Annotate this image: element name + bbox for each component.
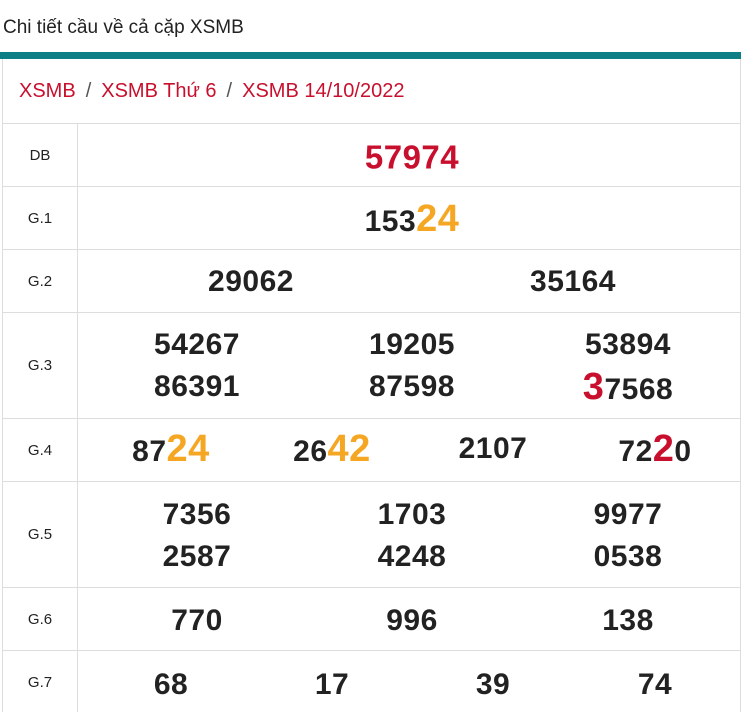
highlighted-digit: 2 [652, 428, 675, 470]
prize-number: 29062 [208, 265, 294, 298]
breadcrumb: XSMB / XSMB Thứ 6 / XSMB 14/10/2022 [3, 59, 740, 124]
prize-label: G.3 [3, 313, 78, 418]
prize-number: 1703 [377, 498, 447, 531]
result-table: XSMB / XSMB Thứ 6 / XSMB 14/10/2022 DB 5… [2, 59, 741, 712]
prize-row-g7: G.7 68 17 39 74 [3, 651, 740, 712]
number-suffix: 7568 [604, 373, 674, 406]
header-accent-bar [0, 52, 741, 59]
prize-number: 39 [475, 668, 511, 701]
prize-row-g4: G.4 8724 2642 2107 7220 [3, 419, 740, 482]
prize-number: 996 [386, 604, 438, 637]
prize-number: 2587 [162, 540, 232, 573]
breadcrumb-link-xsmb[interactable]: XSMB [19, 79, 76, 102]
prize-number: 37568 [583, 368, 673, 406]
prize-number: 68 [153, 668, 189, 701]
prize-number: 54267 [154, 328, 240, 361]
breadcrumb-separator: / [85, 79, 92, 102]
breadcrumb-link-date[interactable]: XSMB 14/10/2022 [242, 79, 405, 102]
prize-number: 74 [637, 668, 673, 701]
prize-row-g6: G.6 770 996 138 [3, 588, 740, 651]
prize-number: 35164 [530, 265, 616, 298]
prize-number: 0538 [593, 540, 663, 573]
prize-row-g1: G.1 15324 [3, 187, 740, 250]
prize-number: 9977 [593, 498, 663, 531]
page-title: Chi tiết cầu về cả cặp XSMB [3, 17, 244, 38]
prize-row-g3: G.3 54267 19205 53894 86391 87598 37568 [3, 313, 740, 419]
prize-number: 4248 [377, 540, 447, 573]
breadcrumb-separator: / [226, 79, 233, 102]
prize-number: 2107 [458, 432, 528, 465]
prize-number: 770 [171, 604, 223, 637]
number-prefix: 72 [618, 435, 653, 468]
prize-number: 8724 [132, 430, 210, 468]
number-prefix: 87 [132, 435, 167, 468]
highlighted-pair: 24 [416, 198, 460, 240]
prize-label: G.4 [3, 419, 78, 481]
number-prefix: 26 [293, 435, 328, 468]
highlighted-digit: 3 [582, 366, 605, 408]
prize-row-g2: G.2 29062 35164 [3, 250, 740, 313]
prize-label: G.5 [3, 482, 78, 587]
highlighted-pair: 24 [166, 428, 210, 470]
prize-label: G.7 [3, 651, 78, 712]
number-prefix: 153 [364, 205, 417, 238]
highlighted-pair: 42 [327, 428, 371, 470]
prize-number: 7220 [618, 430, 691, 468]
prize-number: 53894 [585, 328, 671, 361]
prize-number: 138 [602, 604, 654, 637]
prize-number: 7356 [162, 498, 232, 531]
prize-number: 19205 [369, 328, 455, 361]
prize-number: 17 [314, 668, 350, 701]
prize-label: G.6 [3, 588, 78, 650]
prize-number: 2642 [293, 430, 371, 468]
page-header: Chi tiết cầu về cả cặp XSMB [0, 0, 741, 52]
prize-label: G.2 [3, 250, 78, 312]
prize-label: G.1 [3, 187, 78, 249]
breadcrumb-link-weekday[interactable]: XSMB Thứ 6 [101, 79, 217, 102]
prize-number: 86391 [154, 370, 240, 403]
prize-row-db: DB 57974 [3, 124, 740, 187]
prize-number: 87598 [369, 370, 455, 403]
prize-label: DB [3, 124, 78, 186]
prize-row-g5: G.5 7356 1703 9977 2587 4248 0538 [3, 482, 740, 588]
prize-number: 15324 [365, 200, 460, 238]
special-prize-number: 57974 [364, 138, 460, 176]
number-suffix: 0 [674, 435, 692, 468]
